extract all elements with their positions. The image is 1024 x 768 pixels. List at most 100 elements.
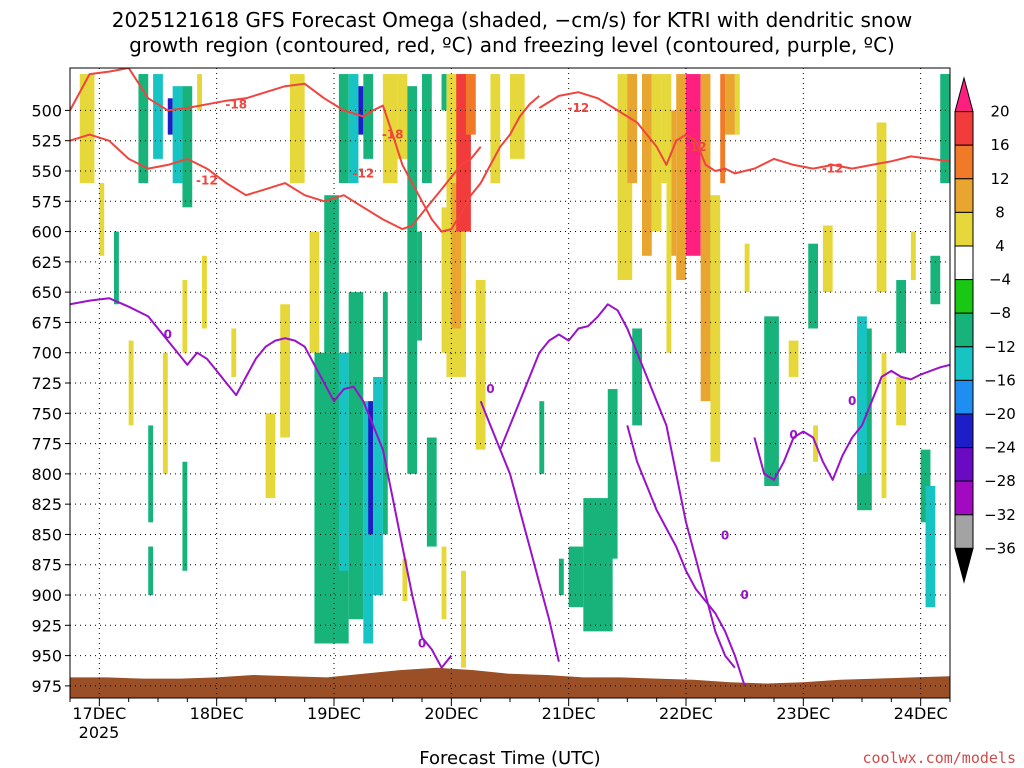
omega-cell [651, 74, 662, 232]
colorbar-box [954, 413, 974, 449]
omega-cell [99, 183, 105, 256]
omega-cell [930, 255, 941, 305]
colorbar-box [954, 144, 974, 180]
omega-cell [822, 225, 833, 293]
red-contour-label: -12 [685, 140, 707, 154]
omega-cell [417, 231, 422, 341]
x-axis: 17DEC 18DEC 19DEC 20DEC 21DEC 22DEC 23DEC 24DEC [69, 698, 951, 723]
omega-cell [451, 183, 462, 329]
colorbar-label: −8 [989, 304, 1011, 322]
colorbar-label: −20 [984, 405, 1016, 423]
chart-title-line2: growth region (contoured, red, ºC) and f… [129, 33, 895, 57]
colorbar-box [954, 211, 974, 247]
colorbar-box [954, 379, 974, 415]
omega-cell [734, 74, 740, 135]
omega-cell [197, 74, 202, 111]
omega-cell [402, 558, 408, 602]
colorbar-label: 12 [990, 170, 1009, 188]
colorbar-box [954, 447, 974, 482]
omega-cell [373, 376, 383, 596]
red-contour-label: -12 [196, 174, 218, 188]
omega-cell [290, 74, 305, 184]
y-tick-label: 700 [31, 344, 62, 363]
omega-cell [808, 243, 818, 329]
purple-contour-label: 0 [721, 529, 729, 543]
omega-cell [896, 376, 906, 426]
omega-cell [627, 74, 638, 184]
omega-cell [671, 110, 677, 256]
omega-cell [348, 292, 364, 620]
colorbar-label: −24 [984, 439, 1016, 457]
y-tick-label: 675 [31, 313, 62, 332]
omega-cell [231, 328, 237, 377]
y-tick-label: 800 [31, 465, 62, 484]
omega-cell [441, 207, 452, 353]
omega-cell [896, 280, 906, 353]
y-axis: 500 525 550 575 600 625 650 675 700 725 750 775 800 8… [31, 101, 70, 696]
omega-cell [280, 304, 290, 438]
omega-cell [583, 498, 613, 632]
y-tick-label: 825 [31, 495, 62, 514]
x-year-label: 2025 [79, 723, 120, 742]
purple-contour-line [70, 297, 453, 669]
omega-cell [167, 98, 173, 135]
x-tick-label: 22DEC [659, 704, 713, 723]
red-contour-label: -12 [568, 101, 590, 115]
omega-cell [128, 340, 134, 426]
grid-lines [70, 68, 950, 698]
y-tick-label: 725 [31, 374, 62, 393]
plot-area: -18 -18 -12 -12 -12 -12 -12 0 0 0 0 0 0 0 [70, 68, 950, 698]
y-tick-label: 750 [31, 404, 62, 423]
omega-cell [607, 389, 618, 559]
omega-cell [338, 352, 349, 571]
chart-title-line1: 2025121618 GFS Forecast Omega (shaded, −… [112, 8, 912, 32]
colorbar-box [954, 245, 974, 281]
omega-cell [441, 546, 447, 620]
omega-cell [324, 195, 339, 353]
omega-cell [881, 352, 887, 499]
y-tick-label: 550 [31, 162, 62, 181]
y-tick-label: 950 [31, 647, 62, 666]
colorbar-box [954, 279, 974, 314]
omega-cell [461, 570, 466, 668]
colorbar-box [954, 480, 974, 516]
y-tick-label: 600 [31, 223, 62, 242]
omega-cell [422, 74, 432, 184]
omega-cell [510, 74, 525, 159]
omega-cell [490, 74, 501, 184]
colorbar-label: 16 [990, 136, 1009, 154]
omega-cell [182, 461, 188, 571]
credit-text: coolwx.com/models [862, 749, 1016, 767]
red-contour-label: -12 [822, 162, 844, 176]
omega-cell [720, 74, 726, 184]
omega-cell [475, 280, 486, 450]
omega-cell [910, 231, 916, 281]
red-contour-label: -18 [225, 97, 247, 111]
y-tick-label: 625 [31, 253, 62, 272]
y-tick-label: 850 [31, 525, 62, 544]
terrain-surface [70, 667, 950, 698]
omega-cell [568, 546, 584, 608]
colorbar-box [954, 346, 974, 381]
omega-cell [182, 86, 193, 208]
red-contour-label: -18 [382, 128, 404, 142]
red-contour-line [538, 91, 950, 175]
omega-cell [539, 401, 545, 474]
x-axis-title: Forecast Time (UTC) [419, 748, 600, 768]
y-tick-label: 525 [31, 132, 62, 151]
purple-contour-label: 0 [418, 636, 426, 650]
omega-shading [79, 74, 950, 668]
omega-cell [265, 413, 276, 499]
x-tick-label: 20DEC [424, 704, 478, 723]
x-tick-label: 18DEC [190, 704, 244, 723]
contour-labels: -18 -18 -12 -12 -12 -12 -12 0 0 0 0 0 0 0 [164, 97, 857, 650]
omega-cell [925, 485, 936, 608]
colorbar-label: −28 [984, 472, 1016, 490]
colorbar-label: 8 [995, 203, 1005, 221]
omega-cell [725, 74, 735, 135]
omega-cell [182, 280, 188, 353]
omega-cell [148, 546, 154, 596]
omega-cell [348, 74, 359, 184]
omega-cell [407, 86, 418, 474]
omega-cell [338, 74, 349, 184]
